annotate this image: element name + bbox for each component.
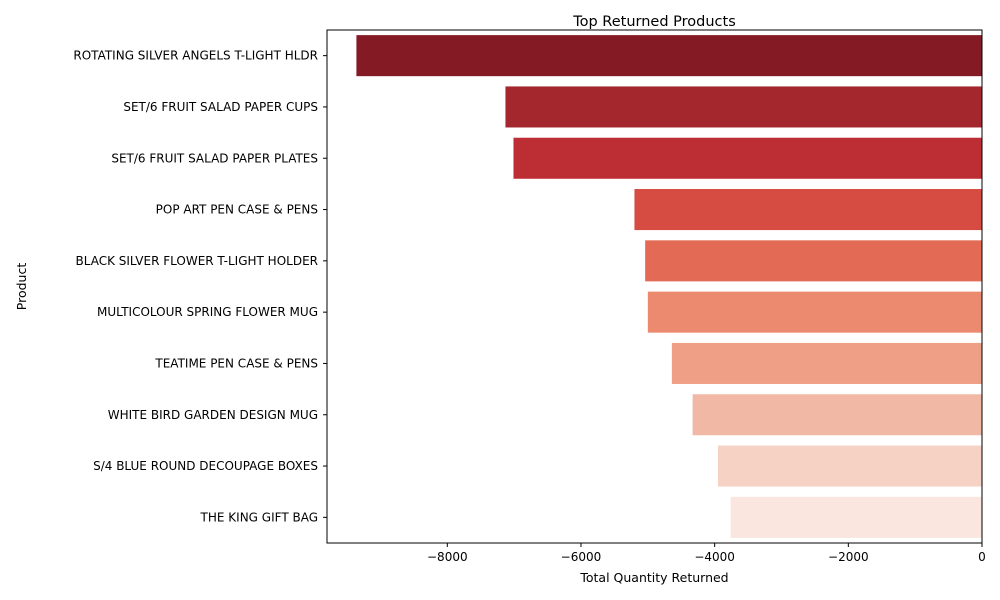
x-axis-ticks: −8000 −6000 −4000 −2000 0: [427, 543, 986, 564]
bar-3: [513, 137, 982, 179]
x-tick-label: 0: [978, 550, 986, 564]
bar-4: [634, 189, 982, 231]
x-tick-label: −2000: [828, 550, 869, 564]
y-tick-label: S/4 BLUE ROUND DECOUPAGE BOXES: [93, 459, 318, 473]
bars-group: [356, 35, 982, 538]
bar-1: [356, 35, 982, 77]
x-tick-label: −4000: [694, 550, 735, 564]
bar-5: [645, 240, 982, 282]
bar-7: [671, 342, 982, 384]
x-tick-label: −6000: [561, 550, 602, 564]
y-tick-label: BLACK SILVER FLOWER T-LIGHT HOLDER: [76, 254, 319, 268]
chart-title: Top Returned Products: [572, 14, 736, 30]
x-axis-label: Total Quantity Returned: [579, 570, 728, 585]
y-tick-label: WHITE BIRD GARDEN DESIGN MUG: [108, 408, 318, 422]
bar-10: [730, 496, 982, 538]
x-tick-label: −8000: [427, 550, 468, 564]
plot-frame: [326, 29, 983, 544]
y-tick-label: SET/6 FRUIT SALAD PAPER CUPS: [123, 100, 318, 114]
y-tick-label: TEATIME PEN CASE & PENS: [154, 356, 318, 370]
y-tick-label: MULTICOLOUR SPRING FLOWER MUG: [97, 305, 318, 319]
y-tick-label: POP ART PEN CASE & PENS: [156, 203, 318, 217]
y-tick-label: SET/6 FRUIT SALAD PAPER PLATES: [111, 151, 318, 165]
y-axis-label: Product: [14, 263, 29, 311]
bar-8: [692, 394, 982, 436]
y-tick-label: THE KING GIFT BAG: [200, 510, 318, 524]
y-axis-ticks: ROTATING SILVER ANGELS T-LIGHT HLDR SET/6…: [73, 49, 327, 524]
y-tick-label: ROTATING SILVER ANGELS T-LIGHT HLDR: [73, 49, 318, 63]
bar-2: [505, 86, 982, 128]
bar-9: [717, 445, 982, 487]
bar-6: [647, 291, 982, 333]
